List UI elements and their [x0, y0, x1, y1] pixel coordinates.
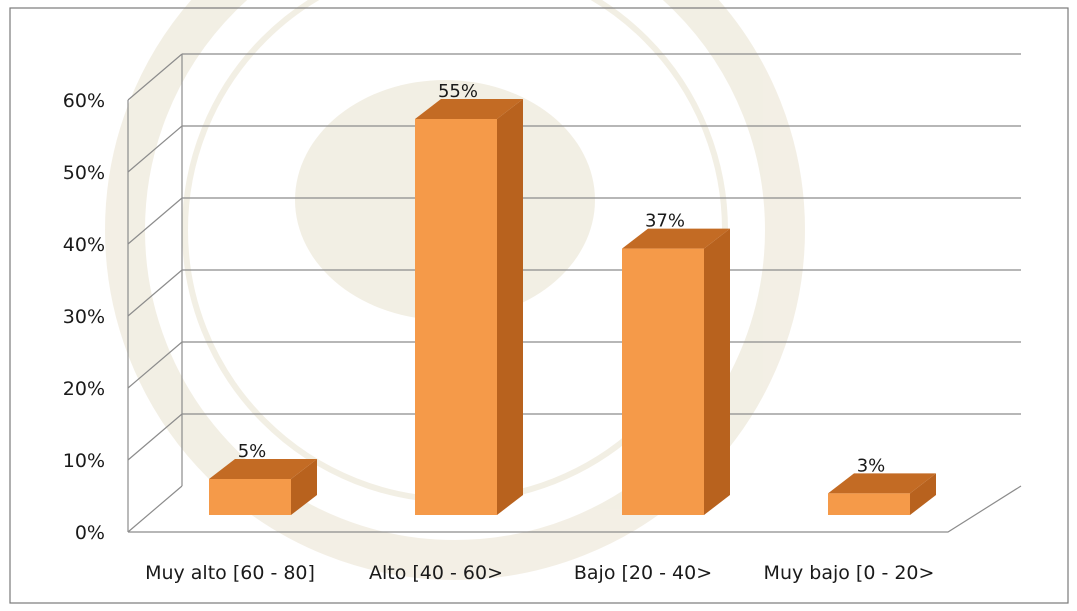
y-tick-label: 30%	[63, 306, 105, 328]
data-label: 3%	[857, 455, 886, 476]
y-tick-label: 10%	[63, 450, 105, 472]
y-tick-label: 0%	[75, 522, 105, 544]
bar-side	[497, 99, 523, 515]
bar-front	[415, 119, 497, 515]
gridline-diagonal	[127, 413, 183, 461]
x-category-label: Muy bajo [0 - 20>	[764, 562, 935, 584]
y-axis: 0% 10% 20% 30% 40% 50% 60%	[63, 90, 105, 544]
bar-side	[910, 473, 936, 515]
y-tick-label: 60%	[63, 90, 105, 112]
x-category-label: Alto [40 - 60>	[369, 562, 503, 584]
data-label: 5%	[238, 441, 267, 462]
bar-top	[622, 228, 730, 249]
gridline-diagonal	[127, 53, 183, 101]
bar-top	[209, 459, 317, 479]
bar-front	[622, 248, 704, 515]
data-label: 37%	[645, 211, 685, 232]
bar	[828, 473, 936, 515]
y-tick-label: 20%	[63, 378, 105, 400]
bar-top	[828, 473, 936, 494]
y-tick-label: 40%	[63, 234, 105, 256]
grid	[127, 53, 1022, 533]
gridline-diagonal	[127, 125, 183, 173]
watermark-outer-ring	[105, 0, 805, 580]
x-category-label: Muy alto [60 - 80]	[145, 562, 315, 584]
y-tick-label: 50%	[63, 162, 105, 184]
gridline-diagonal	[127, 269, 183, 317]
x-category-label: Bajo [20 - 40>	[574, 562, 712, 584]
bar-side	[704, 228, 730, 515]
bar	[622, 228, 730, 515]
labels: 5% Muy alto [60 - 80] 55% Alto [40 - 60> 37%…	[145, 81, 934, 584]
bar-front	[209, 479, 291, 515]
chart-frame	[9, 7, 1069, 604]
floor-edge	[128, 485, 1022, 533]
bar	[209, 459, 317, 515]
bar-top	[415, 99, 523, 119]
gridline-diagonal	[127, 485, 183, 533]
bar-front	[828, 493, 910, 515]
gridline-diagonal	[127, 197, 183, 245]
gridline-diagonal	[127, 341, 183, 389]
bars	[209, 99, 936, 515]
bar-side	[291, 459, 317, 515]
data-label: 55%	[438, 81, 478, 102]
bar	[415, 99, 523, 515]
